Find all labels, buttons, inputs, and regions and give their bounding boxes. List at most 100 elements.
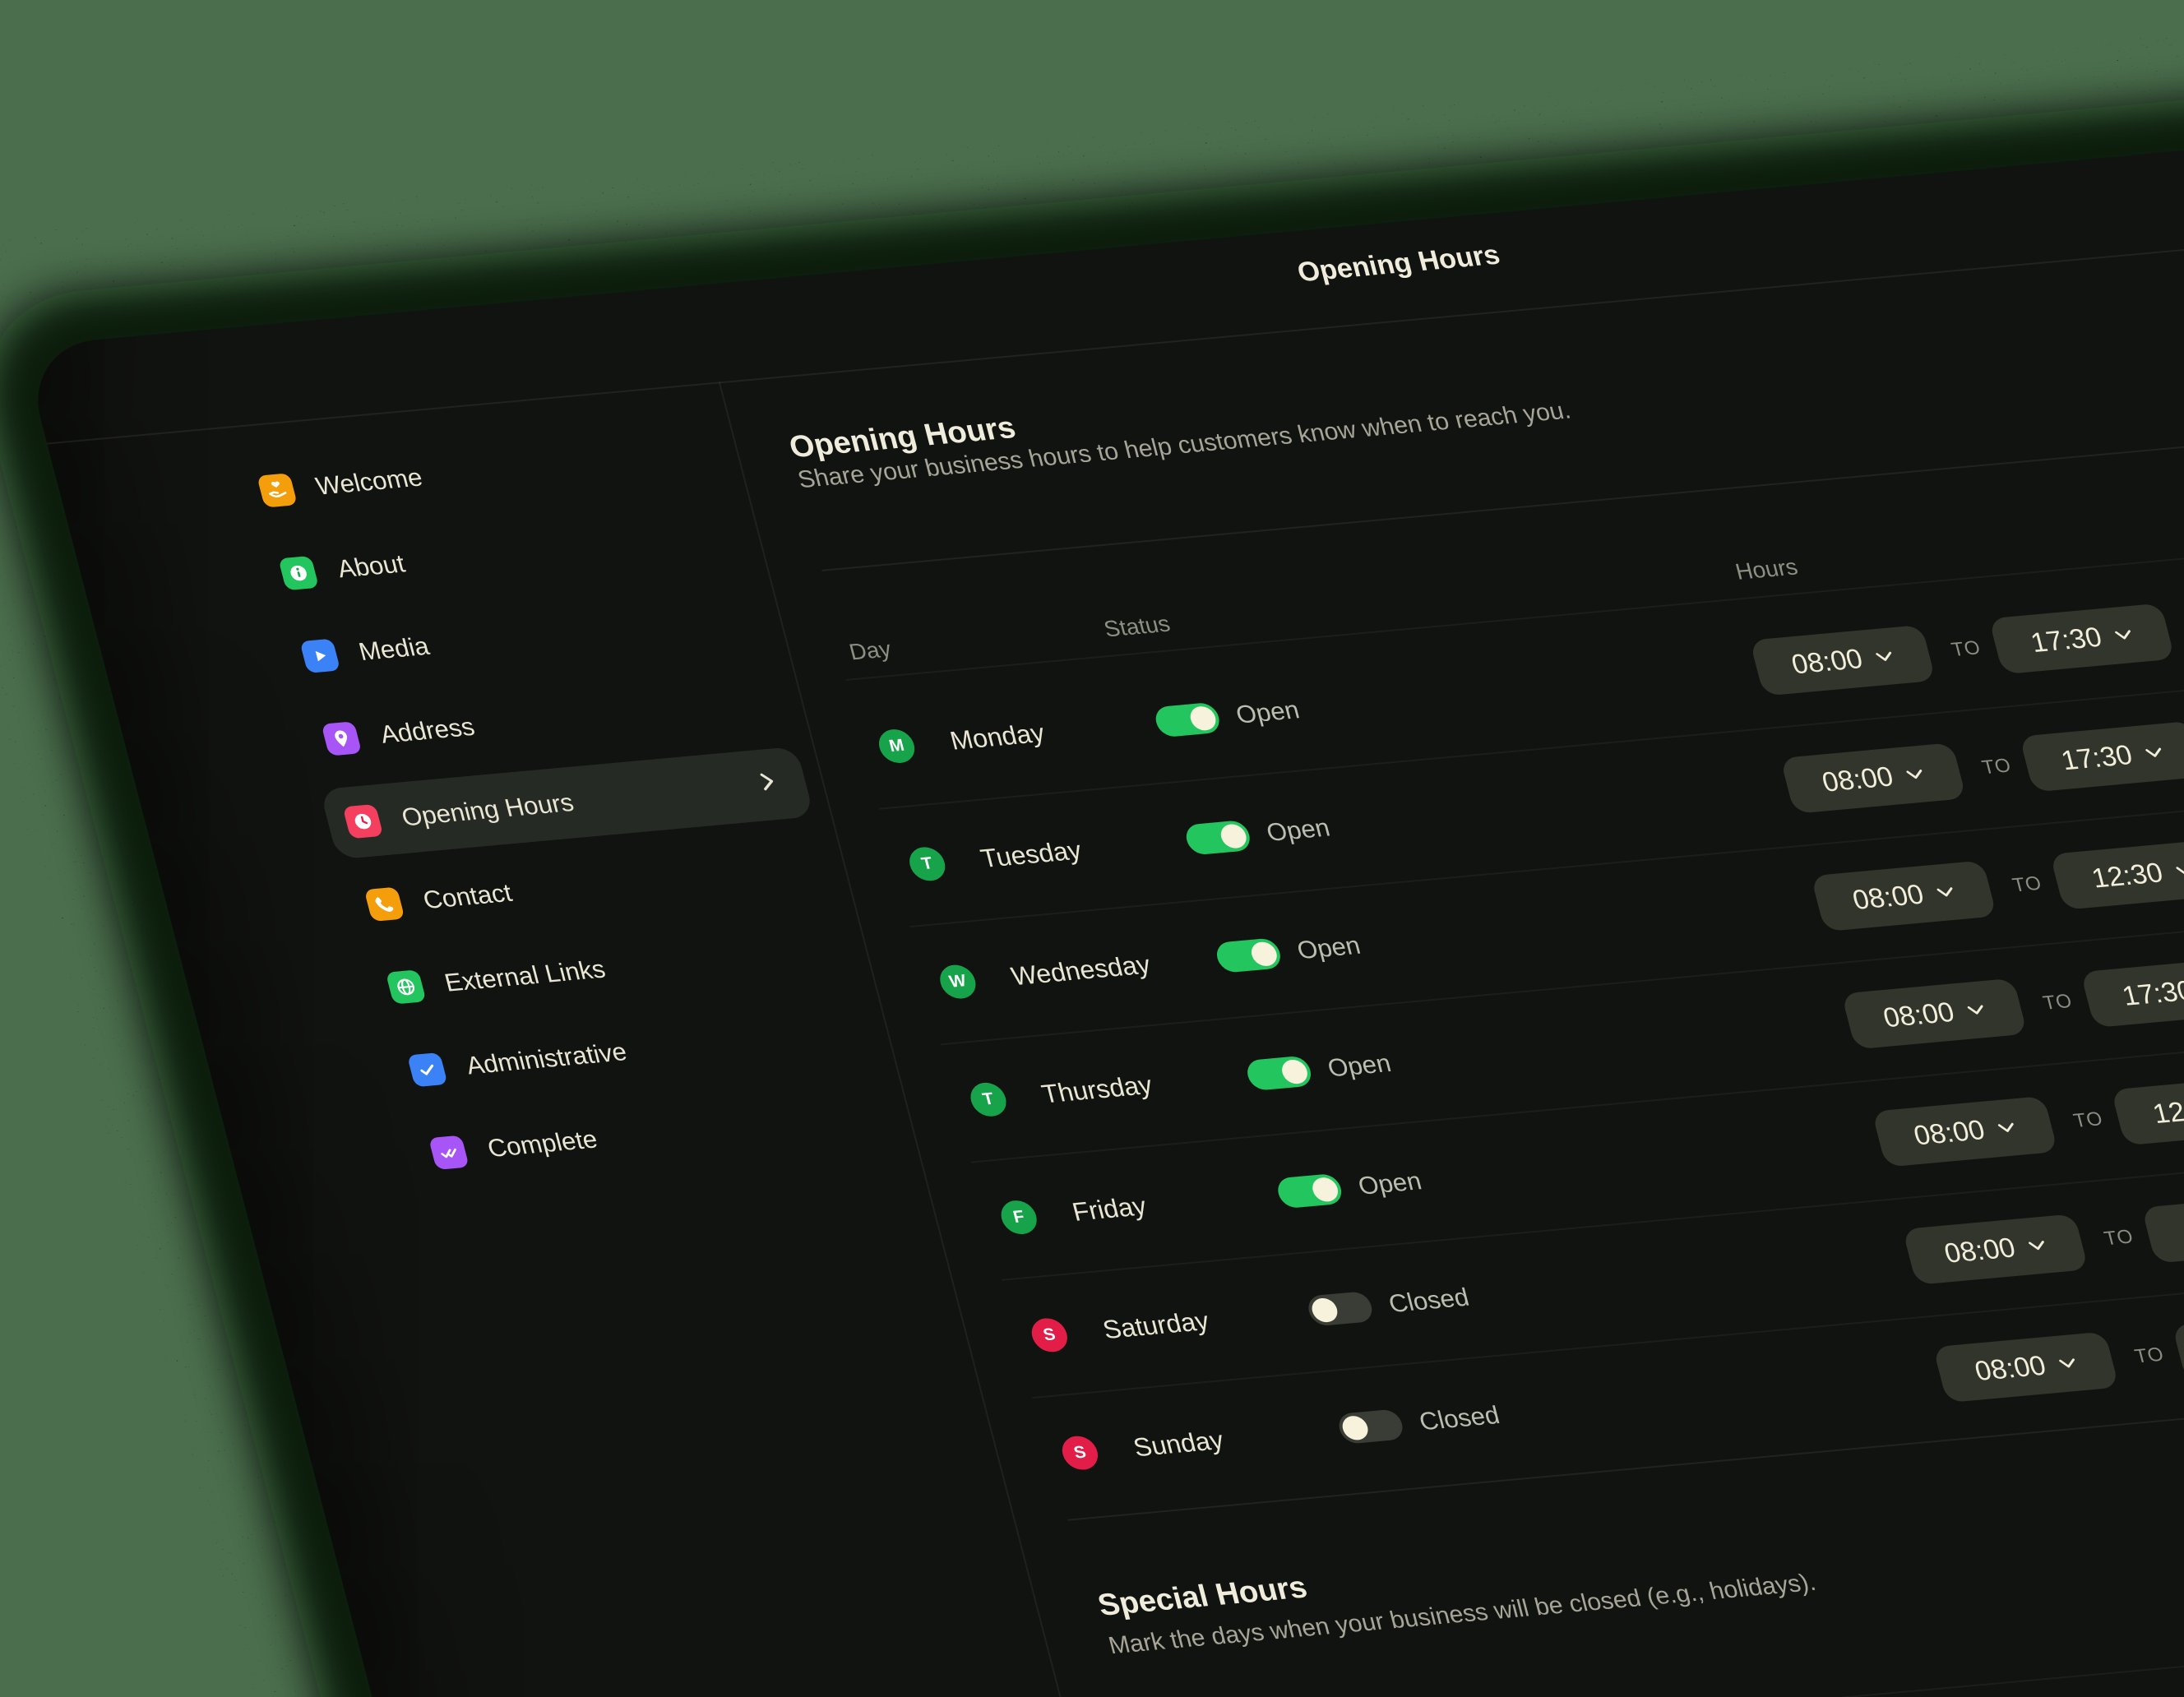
start-time-value: 08:00 [1880, 996, 1958, 1033]
phone-icon [363, 886, 405, 922]
status-label: Open [1233, 695, 1303, 729]
open-toggle[interactable] [1243, 1055, 1315, 1092]
start-time-select[interactable]: 08:00 [1841, 978, 2028, 1050]
sidebar-item-label: Complete [484, 1125, 601, 1163]
start-time-value: 08:00 [1788, 643, 1867, 680]
sidebar-item-label: External Links [441, 955, 608, 997]
start-time-select[interactable]: 08:00 [1779, 742, 1967, 814]
toggle-knob [1187, 705, 1219, 732]
chevron-down-icon [1967, 1005, 1983, 1015]
column-header-hours: Hours [1733, 553, 1801, 585]
day-label: Friday [1069, 1191, 1150, 1227]
end-time-select[interactable]: 12:30 [2049, 839, 2184, 910]
to-label: TO [2132, 1343, 2167, 1368]
day-badge: T [905, 845, 949, 883]
end-time-select[interactable]: 17:30 [1988, 603, 2176, 675]
double-check-icon [428, 1135, 470, 1170]
end-time-select[interactable]: 12:30 [2110, 1074, 2184, 1146]
chevron-down-icon [2028, 1241, 2044, 1251]
open-toggle[interactable] [1213, 937, 1284, 973]
end-time-value: 17:30 [2027, 621, 2105, 659]
status-label: Open [1354, 1166, 1425, 1200]
chevron-down-icon [1997, 1122, 2014, 1132]
day-badge: T [966, 1081, 1011, 1118]
end-time-select[interactable]: 17:30 [2080, 956, 2184, 1029]
start-time-value: 08:00 [1818, 761, 1897, 798]
sidebar-item-contact[interactable]: Contact [341, 829, 836, 942]
open-toggle[interactable] [1305, 1290, 1376, 1327]
day-badge: M [875, 728, 918, 765]
start-time-select[interactable]: 08:00 [1749, 624, 1936, 696]
table-row-wednesday: W Wednesday Open 08:00 TO 12:30 [909, 727, 2184, 1043]
start-time-value: 08:00 [1910, 1114, 1988, 1151]
start-time-select[interactable]: 08:00 [1872, 1095, 2058, 1168]
start-time-select[interactable]: 08:00 [1810, 860, 1997, 932]
status-label: Closed [1416, 1400, 1503, 1436]
chevron-down-icon [2114, 630, 2131, 640]
sidebar-item-label: Administrative [463, 1037, 630, 1080]
open-toggle[interactable] [1335, 1408, 1406, 1445]
chevron-down-icon [1875, 651, 1891, 661]
check-icon [406, 1052, 448, 1088]
day-label: Monday [946, 718, 1048, 756]
day-badge: S [1028, 1316, 1071, 1354]
table-row-tuesday: T Tuesday Open 08:00 TO 17:30 [879, 609, 2184, 926]
toggle-knob [1248, 941, 1280, 968]
end-time-value: 17:30 [2119, 974, 2184, 1012]
table-row-saturday: S Saturday Closed 08:00 TO [1002, 1080, 2184, 1397]
open-toggle[interactable] [1275, 1172, 1345, 1209]
chevron-down-icon [2145, 747, 2161, 757]
sidebar-item-administrative[interactable]: Administrative [384, 995, 879, 1108]
to-label: TO [2102, 1225, 2136, 1251]
table-row-monday: M Monday Open 08:00 TO 17:30 [849, 492, 2184, 808]
start-time-value: 08:00 [1971, 1349, 2049, 1387]
status-label: Closed [1386, 1283, 1473, 1318]
chevron-down-icon [2175, 865, 2184, 876]
end-time-value: 17:30 [2057, 739, 2136, 776]
sidebar-item-opening-hours[interactable]: Opening Hours [319, 746, 815, 860]
end-time-select[interactable]: 17:30 [2019, 720, 2184, 793]
sidebar-item-address[interactable]: Address [298, 664, 793, 777]
sidebar-item-label: Welcome [312, 463, 426, 501]
globe-icon [385, 969, 427, 1005]
map-pin-icon [321, 721, 363, 756]
end-time-select[interactable] [2141, 1191, 2184, 1264]
chevron-down-icon [2058, 1358, 2075, 1368]
sidebar-item-about[interactable]: About [255, 498, 750, 612]
table-row-friday: F Friday Open 08:00 TO 12:30 [971, 963, 2184, 1279]
start-time-select[interactable]: 08:00 [1932, 1331, 2120, 1403]
clock-icon [342, 803, 384, 839]
toggle-knob [1218, 823, 1249, 849]
hand-heart-icon [257, 473, 298, 508]
start-time-select[interactable]: 08:00 [1902, 1214, 2089, 1285]
to-label: TO [2040, 990, 2075, 1015]
day-label: Sunday [1130, 1425, 1227, 1463]
status-label: Open [1324, 1048, 1395, 1083]
sidebar-item-complete[interactable]: Complete [405, 1077, 900, 1191]
open-toggle[interactable] [1152, 701, 1223, 738]
day-badge: S [1058, 1434, 1102, 1472]
end-time-value: 12:30 [2088, 857, 2167, 894]
toggle-knob [1279, 1058, 1311, 1085]
sidebar-item-media[interactable]: Media [276, 580, 771, 694]
end-time-select[interactable] [2172, 1310, 2184, 1381]
open-toggle[interactable] [1182, 819, 1253, 856]
toggle-knob [1340, 1414, 1371, 1441]
sidebar-item-label: Media [355, 631, 433, 666]
end-time-value: 12:30 [2149, 1092, 2184, 1130]
sidebar-item-label: Address [377, 712, 478, 749]
info-icon [278, 555, 320, 591]
toggle-knob [1309, 1297, 1340, 1324]
chevron-down-icon [1936, 887, 1952, 897]
sidebar-item-label: Contact [419, 878, 516, 914]
sidebar-item-label: About [334, 549, 408, 584]
sidebar-item-external-links[interactable]: External Links [363, 912, 858, 1025]
toggle-knob [1309, 1176, 1341, 1203]
sidebar-item-welcome[interactable]: Welcome [234, 415, 729, 529]
table-row-sunday: S Sunday Closed 08:00 TO [1032, 1198, 2184, 1514]
column-header-day: Day [846, 636, 894, 665]
day-label: Wednesday [1007, 950, 1154, 992]
start-time-value: 08:00 [1941, 1232, 2019, 1269]
chevron-right-icon [756, 769, 781, 801]
